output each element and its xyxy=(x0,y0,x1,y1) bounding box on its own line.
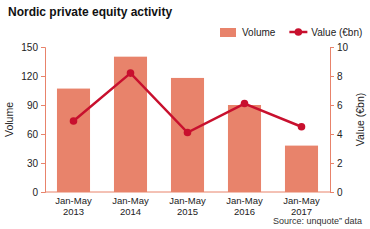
y2-axis: 0 2 4 6 8 10 xyxy=(330,42,349,198)
axis-line xyxy=(45,192,330,193)
marks xyxy=(57,57,318,192)
tick: 60 xyxy=(27,129,45,140)
tick-mark xyxy=(330,192,334,193)
marker xyxy=(241,100,249,108)
tick: 150 xyxy=(21,42,45,53)
legend-label: Volume xyxy=(242,27,276,38)
bar xyxy=(57,89,90,192)
tick-label: 6 xyxy=(337,100,343,111)
tick-mark xyxy=(41,47,45,48)
tick-label: 30 xyxy=(27,158,39,169)
tick-mark xyxy=(330,47,334,48)
plot: 03060901201500246810Jan-May2013Jan-May20… xyxy=(21,42,348,217)
tick: 4 xyxy=(330,129,343,140)
tick: 6 xyxy=(330,100,343,111)
legend-marker xyxy=(295,28,303,36)
marker xyxy=(127,69,135,77)
marker xyxy=(184,129,192,137)
tick-label: Jan-May2017 xyxy=(283,195,320,217)
tick-mark xyxy=(330,76,334,77)
marker xyxy=(298,123,306,131)
tick-mark xyxy=(41,163,45,164)
tick-label: 0 xyxy=(337,187,343,198)
tick-mark xyxy=(330,105,334,106)
y-axis-title: Volume xyxy=(3,102,15,137)
tick-mark xyxy=(41,134,45,135)
legend-swatch xyxy=(220,28,236,37)
tick: 8 xyxy=(330,71,343,82)
tick-label: Jan-May2013 xyxy=(55,195,92,217)
tick: 0 xyxy=(32,187,45,198)
tick-mark xyxy=(41,192,45,193)
tick-label: 0 xyxy=(32,187,38,198)
tick-label: 120 xyxy=(21,71,38,82)
legend: Volume Value (€bn) xyxy=(220,27,362,38)
legend-item: Value (€bn) xyxy=(289,27,362,38)
legend-label: Value (€bn) xyxy=(311,27,362,38)
tick-label: Jan-May2014 xyxy=(112,195,149,217)
chart: Nordic private equity activity0306090120… xyxy=(0,0,370,229)
tick: 0 xyxy=(330,187,343,198)
x-axis: Jan-May2013 Jan-May2014 Jan-May2015 Jan-May… xyxy=(45,192,330,217)
axis-line xyxy=(41,48,46,193)
marker xyxy=(70,117,78,125)
tick-label: Jan-May2016 xyxy=(226,195,263,217)
tick: 2 xyxy=(330,158,343,169)
tick-label: 8 xyxy=(337,71,343,82)
tick-label: 4 xyxy=(337,129,343,140)
tick-label: 2 xyxy=(337,158,343,169)
title: Nordic private equity activity xyxy=(8,5,172,19)
line xyxy=(74,73,302,132)
tick: 10 xyxy=(330,42,349,53)
bar xyxy=(114,57,147,192)
tick-mark xyxy=(330,163,334,164)
source: Source: unquote” data xyxy=(273,216,362,226)
tick: 120 xyxy=(21,71,45,82)
y-axis: 0 30 60 90 120 150 xyxy=(21,42,45,198)
axis-line xyxy=(331,48,335,193)
tick-mark xyxy=(41,105,45,106)
bar xyxy=(285,146,318,192)
tick-label: 10 xyxy=(337,42,349,53)
tick-label: 90 xyxy=(27,100,39,111)
tick-label: 60 xyxy=(27,129,39,140)
tick: 90 xyxy=(27,100,45,111)
tick-label: 150 xyxy=(21,42,38,53)
bar xyxy=(171,78,204,192)
y2-axis-title: Value (€bn) xyxy=(354,93,366,147)
tick: 30 xyxy=(27,158,45,169)
tick-mark xyxy=(41,76,45,77)
tick-mark xyxy=(330,134,334,135)
tick-label: Jan-May2015 xyxy=(169,195,206,217)
legend-item: Volume xyxy=(220,27,276,38)
bar xyxy=(228,105,261,192)
